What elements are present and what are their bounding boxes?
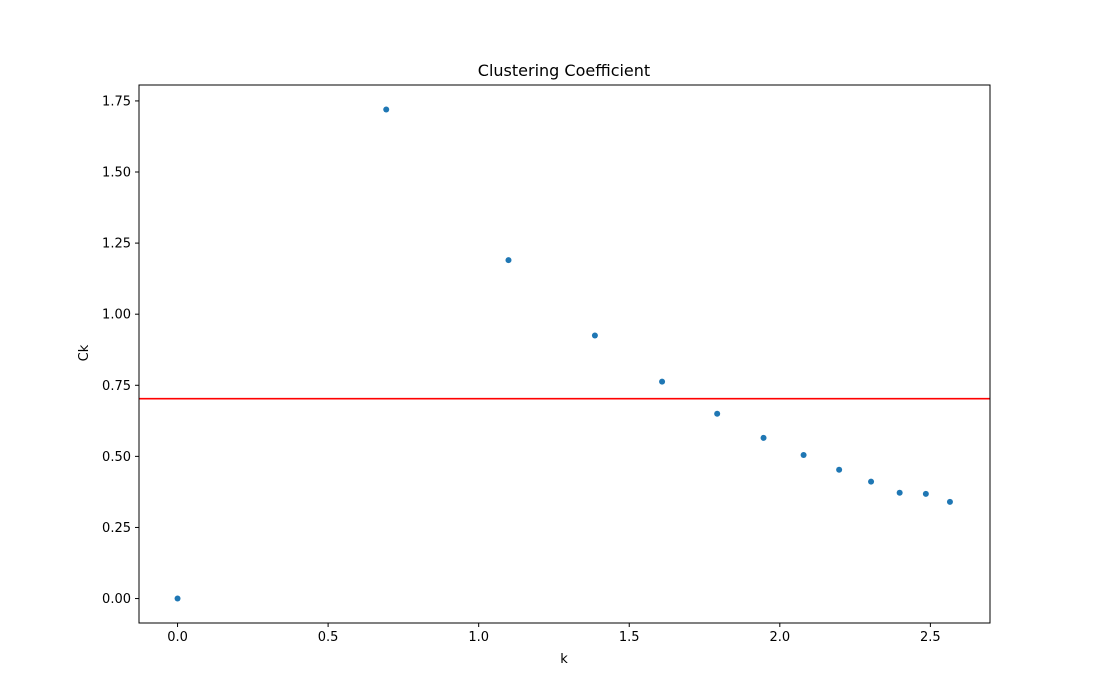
data-point-12 — [946, 498, 953, 505]
y-tick-label: 0.25 — [102, 521, 131, 536]
y-tick-label: 1.75 — [102, 94, 131, 109]
axes-frame — [138, 84, 991, 624]
data-point-3 — [591, 332, 598, 339]
x-axis-label: k — [560, 652, 568, 667]
x-tick-label: 2.5 — [920, 630, 941, 645]
data-point-10 — [896, 489, 903, 496]
x-tick-label: 1.5 — [619, 630, 640, 645]
y-tick-label: 0.50 — [102, 450, 131, 465]
data-point-7 — [800, 451, 807, 458]
chart-title: Clustering Coefficient — [478, 61, 650, 80]
x-tick-label: 2.0 — [769, 630, 790, 645]
y-tick-label: 1.50 — [102, 166, 131, 181]
data-point-6 — [760, 434, 767, 441]
y-tick-label: 1.00 — [102, 308, 131, 323]
data-point-2 — [505, 257, 512, 264]
y-tick-label: 1.25 — [102, 237, 131, 252]
data-point-0 — [174, 595, 181, 602]
data-point-8 — [836, 466, 843, 473]
data-point-9 — [868, 478, 875, 485]
data-point-5 — [714, 410, 721, 417]
data-point-11 — [922, 490, 929, 497]
x-tick-label: 0.0 — [167, 630, 188, 645]
x-tick-label: 0.5 — [318, 630, 339, 645]
y-axis-label: Ck — [77, 344, 92, 361]
data-point-4 — [659, 378, 666, 385]
y-tick-label: 0.75 — [102, 379, 131, 394]
plot-area: 0.0 0.5 1.0 1.5 2.0 2.5 0.00 0.25 0.50 0.75 1.00 1.… — [102, 84, 991, 645]
y-tick-label: 0.00 — [102, 592, 131, 607]
data-point-1 — [383, 106, 390, 113]
x-tick-label: 1.0 — [468, 630, 489, 645]
